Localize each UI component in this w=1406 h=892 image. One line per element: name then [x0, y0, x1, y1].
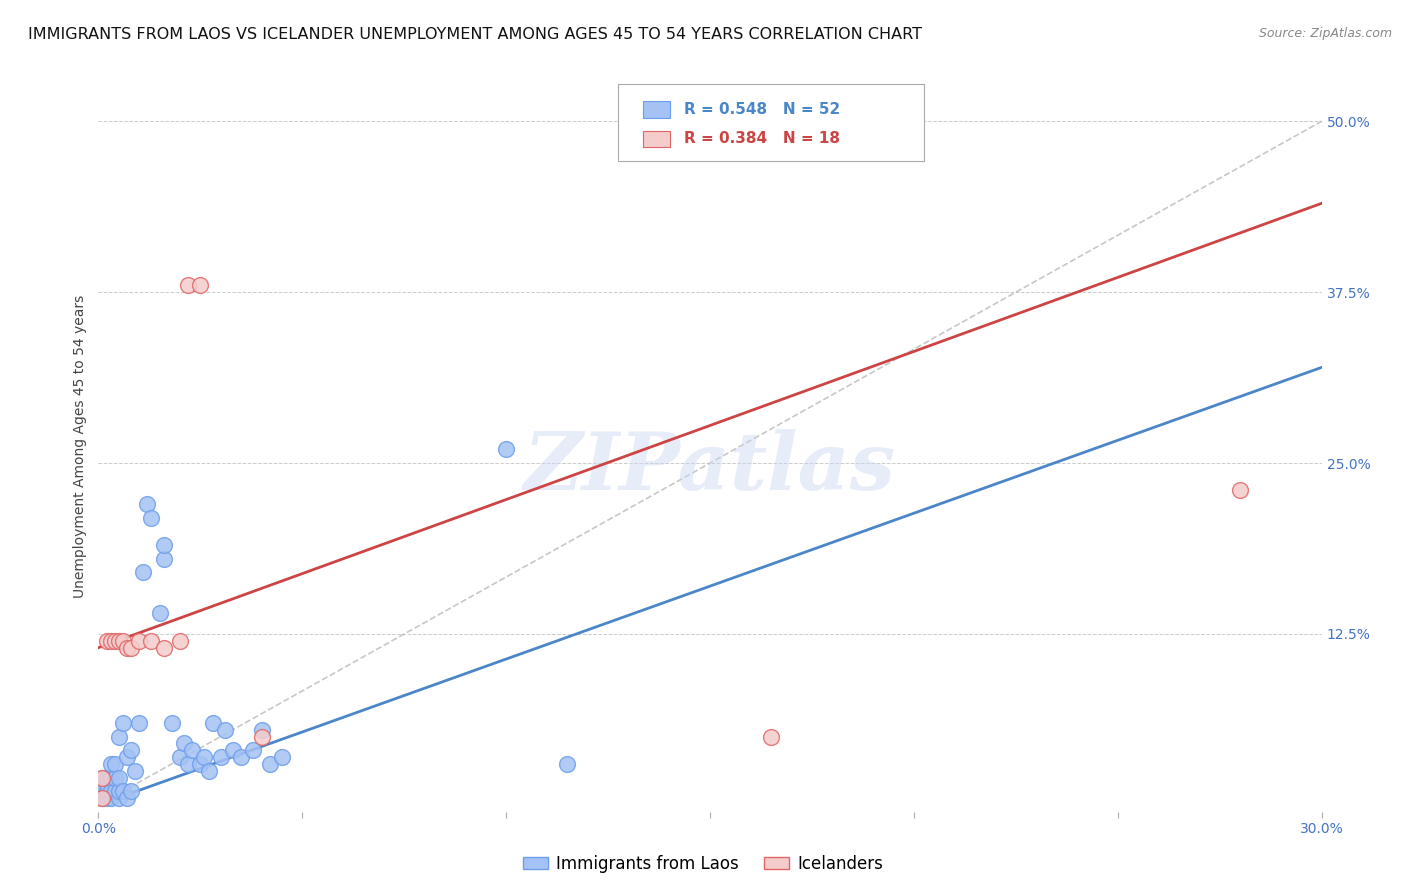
Point [250, 730, 273, 744]
Point [91, 771, 114, 785]
Point [201, 715, 224, 730]
Point [100, 633, 122, 648]
Point [91, 771, 114, 785]
Point [557, 756, 579, 771]
Point [242, 743, 264, 757]
Point [152, 640, 174, 655]
Point [104, 771, 127, 785]
Point [181, 743, 204, 757]
Point [152, 551, 174, 566]
FancyBboxPatch shape [643, 102, 669, 118]
Point [104, 756, 127, 771]
Point [169, 633, 191, 648]
Text: IMMIGRANTS FROM LAOS VS ICELANDER UNEMPLOYMENT AMONG AGES 45 TO 54 YEARS CORRELA: IMMIGRANTS FROM LAOS VS ICELANDER UNEMPL… [28, 27, 922, 42]
Point [96, 633, 118, 648]
Point [132, 566, 155, 580]
Point [111, 715, 134, 730]
FancyBboxPatch shape [643, 131, 669, 147]
Legend: Immigrants from Laos, Icelanders: Immigrants from Laos, Icelanders [516, 848, 890, 880]
Point [160, 715, 183, 730]
Text: R = 0.548   N = 52: R = 0.548 N = 52 [685, 102, 841, 117]
Point [177, 756, 200, 771]
Text: Source: ZipAtlas.com: Source: ZipAtlas.com [1258, 27, 1392, 40]
Point [141, 510, 163, 524]
Point [100, 756, 122, 771]
Point [108, 633, 131, 648]
Point [108, 730, 131, 744]
Point [188, 278, 212, 293]
Point [108, 791, 131, 805]
Point [188, 756, 212, 771]
Point [91, 791, 114, 805]
Point [1229, 483, 1251, 498]
Point [128, 633, 150, 648]
Point [100, 784, 122, 798]
Point [124, 764, 146, 778]
Y-axis label: Unemployment Among Ages 45 to 54 years: Unemployment Among Ages 45 to 54 years [73, 294, 87, 598]
Point [104, 633, 127, 648]
Point [104, 784, 127, 798]
Point [108, 784, 131, 798]
Point [115, 640, 138, 655]
Point [270, 750, 294, 764]
Point [231, 750, 253, 764]
Point [193, 750, 215, 764]
Point [197, 764, 219, 778]
Point [141, 633, 163, 648]
Point [136, 497, 159, 511]
Point [111, 633, 134, 648]
Point [108, 771, 131, 785]
Point [91, 791, 114, 805]
Point [96, 784, 118, 798]
Point [222, 743, 245, 757]
Point [761, 730, 783, 744]
Point [120, 743, 142, 757]
Point [495, 442, 517, 457]
Point [259, 756, 281, 771]
Point [120, 784, 142, 798]
Point [177, 278, 200, 293]
Point [209, 750, 232, 764]
Point [128, 715, 150, 730]
Point [96, 771, 118, 785]
Point [115, 750, 138, 764]
Point [111, 784, 134, 798]
Point [214, 723, 236, 737]
Point [120, 640, 142, 655]
Text: R = 0.384   N = 18: R = 0.384 N = 18 [685, 131, 841, 146]
Text: ZIPatlas: ZIPatlas [524, 429, 896, 507]
Point [149, 607, 172, 621]
Point [96, 791, 118, 805]
Point [100, 791, 122, 805]
Point [173, 736, 195, 750]
Point [91, 777, 114, 791]
Point [96, 777, 118, 791]
Point [250, 723, 273, 737]
FancyBboxPatch shape [619, 84, 924, 161]
Point [91, 784, 114, 798]
Point [115, 791, 138, 805]
Point [100, 771, 122, 785]
Point [152, 538, 174, 552]
Point [169, 750, 191, 764]
